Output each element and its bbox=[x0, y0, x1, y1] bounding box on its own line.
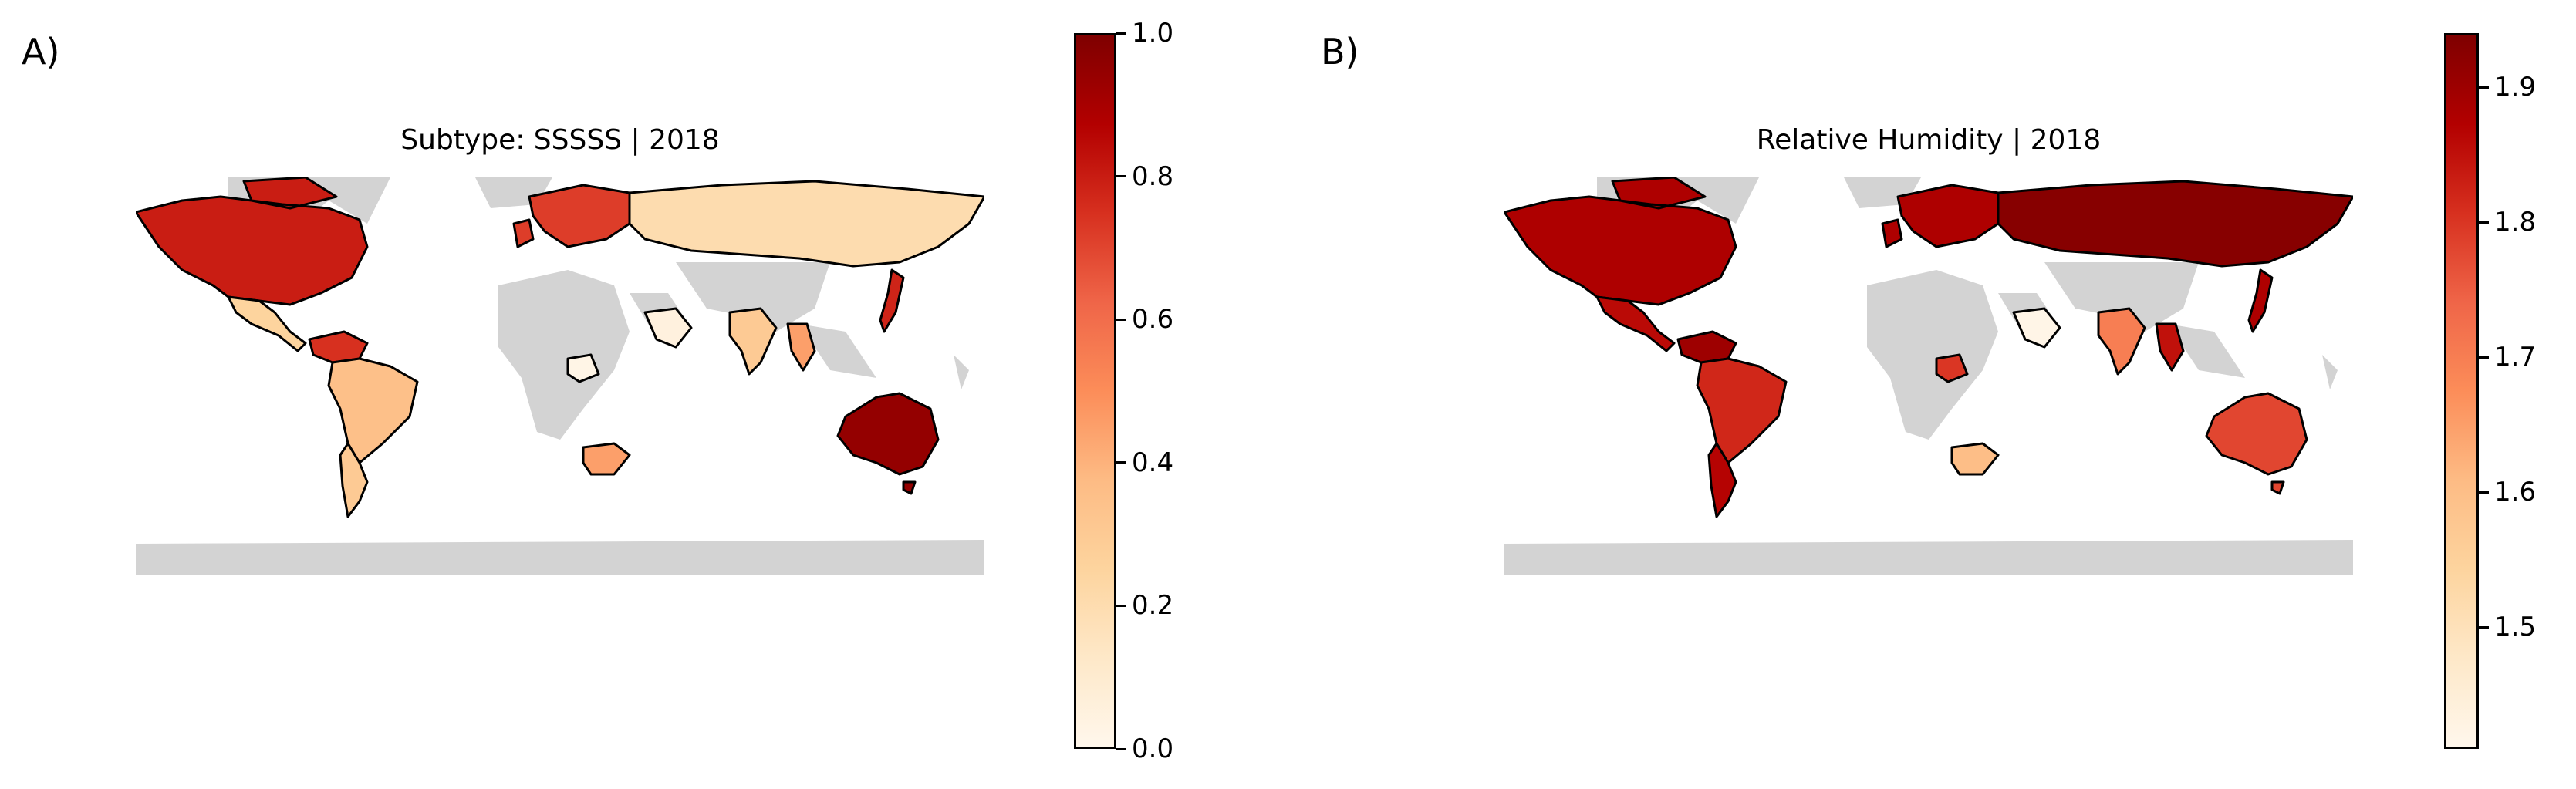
colorbar-tick-label: 1.7 bbox=[2494, 342, 2537, 373]
panel-b-colorbar bbox=[2444, 33, 2479, 749]
colorbar-tick bbox=[2478, 625, 2489, 629]
region-arabian-peninsula bbox=[643, 307, 693, 349]
colorbar-tick-label: 1.8 bbox=[2494, 207, 2537, 238]
no-data-land bbox=[676, 262, 830, 332]
colorbar-tick-label: 0.2 bbox=[1132, 590, 1174, 622]
colorbar-tick bbox=[1116, 747, 1126, 750]
no-data-land bbox=[2044, 262, 2199, 332]
colorbar-tick bbox=[1116, 461, 1126, 464]
region-southeast-asia bbox=[786, 322, 816, 372]
colorbar-tick-label: 1.6 bbox=[2494, 477, 2537, 508]
no-data-land bbox=[498, 270, 630, 440]
panel-b-letter: B) bbox=[1321, 31, 1359, 72]
region-australia bbox=[836, 392, 940, 495]
region-india bbox=[2097, 307, 2146, 376]
no-data-land bbox=[136, 540, 984, 575]
colorbar-tick-label: 0.6 bbox=[1132, 304, 1174, 335]
region-southern-south-america bbox=[339, 442, 369, 518]
region-central-africa bbox=[566, 353, 600, 383]
region-north-america bbox=[1504, 177, 1737, 306]
colorbar-tick-label: 0.8 bbox=[1132, 160, 1174, 192]
region-south-america bbox=[327, 357, 419, 464]
colorbar-tick bbox=[1116, 32, 1126, 35]
region-southeast-asia bbox=[2155, 322, 2185, 372]
region-russia bbox=[628, 180, 984, 268]
no-data-land bbox=[2168, 324, 2245, 378]
panel-a-title: Subtype: SSSSS | 2018 bbox=[400, 124, 720, 156]
colorbar-tick-label: 1.0 bbox=[1132, 18, 1174, 49]
no-data-land bbox=[1867, 270, 1998, 440]
panel-b-title: Relative Humidity | 2018 bbox=[1756, 124, 2102, 156]
region-southern-africa bbox=[582, 442, 631, 476]
region-russia bbox=[1997, 180, 2353, 268]
colorbar-tick bbox=[1116, 604, 1126, 607]
region-south-america bbox=[1696, 357, 1788, 464]
panel-a-letter: A) bbox=[22, 31, 60, 72]
region-europe bbox=[1881, 184, 2000, 248]
colorbar-tick bbox=[2478, 86, 2489, 89]
colorbar-tick bbox=[1116, 318, 1126, 321]
region-southern-africa bbox=[1950, 442, 2000, 476]
colorbar-tick bbox=[2478, 221, 2489, 224]
region-north-america bbox=[136, 177, 369, 306]
no-data-land bbox=[1504, 540, 2353, 575]
region-australia bbox=[2205, 392, 2308, 495]
no-data-land bbox=[2322, 355, 2338, 389]
region-mexico-central-america bbox=[227, 295, 307, 352]
panel-a-world-map bbox=[136, 177, 984, 575]
colorbar-tick-label: 0.4 bbox=[1132, 447, 1174, 478]
region-japan bbox=[879, 268, 905, 333]
panel-b-world-map bbox=[1504, 177, 2353, 575]
colorbar-tick-label: 0.0 bbox=[1132, 733, 1174, 764]
colorbar-tick bbox=[1116, 175, 1126, 178]
colorbar-tick bbox=[2478, 356, 2489, 359]
region-india bbox=[728, 307, 778, 376]
region-arabian-peninsula bbox=[2012, 307, 2061, 349]
no-data-land bbox=[954, 355, 969, 389]
no-data-land bbox=[799, 324, 876, 378]
region-europe bbox=[512, 184, 631, 248]
colorbar-tick-label: 1.5 bbox=[2494, 612, 2537, 643]
colorbar-tick bbox=[2478, 491, 2489, 494]
region-mexico-central-america bbox=[1595, 295, 1676, 352]
region-japan bbox=[2247, 268, 2274, 333]
panel-a-colorbar bbox=[1074, 33, 1116, 749]
region-central-africa bbox=[1935, 353, 1969, 383]
region-southern-south-america bbox=[1707, 442, 1737, 518]
colorbar-tick-label: 1.9 bbox=[2494, 72, 2537, 103]
